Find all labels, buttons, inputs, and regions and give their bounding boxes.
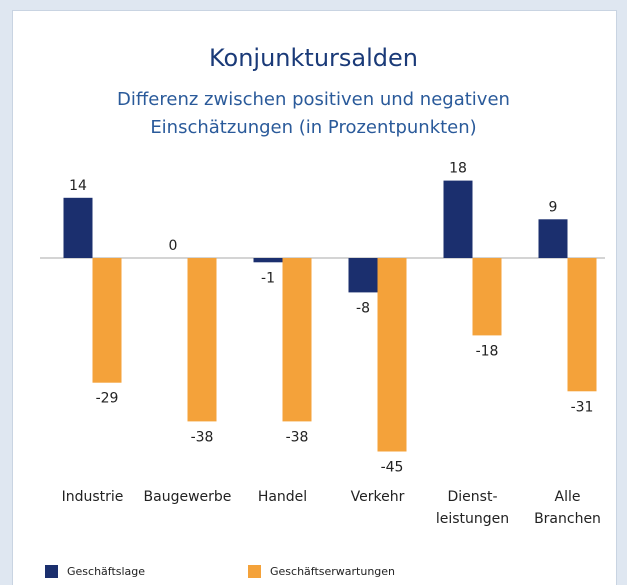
chart-subtitle: Differenz zwischen positiven und negativ…	[117, 89, 510, 138]
value-label: -8	[356, 300, 370, 316]
x-tick-label: Baugewerbe	[143, 489, 232, 505]
bar	[282, 258, 312, 422]
bar	[538, 219, 568, 258]
value-label: 14	[69, 178, 87, 194]
value-label: 0	[169, 238, 178, 254]
bar	[567, 258, 597, 392]
legend-label: Geschäftserwartungen	[270, 565, 395, 578]
bar	[348, 258, 378, 293]
x-tick-label: Handel	[257, 489, 308, 505]
value-label: 9	[549, 199, 558, 215]
value-label: -18	[476, 343, 499, 359]
legend-label: Geschäftslage	[67, 565, 145, 578]
x-tick-label: Alle Branchen	[534, 489, 601, 527]
value-label: -45	[381, 460, 404, 476]
value-label: -38	[286, 429, 309, 445]
value-label: -38	[191, 429, 214, 445]
bar	[443, 180, 473, 258]
value-label: -29	[96, 391, 119, 407]
value-label: -1	[261, 270, 275, 286]
x-tick-label: Dienst- leistungen	[435, 489, 510, 527]
x-tick-label: Industrie	[61, 489, 124, 505]
bar	[92, 258, 122, 383]
bar	[63, 197, 93, 258]
bar	[187, 258, 217, 422]
value-label: -31	[571, 399, 594, 415]
bar	[377, 258, 407, 452]
chart-title: Konjunktursalden	[208, 44, 418, 72]
legend-swatch	[45, 565, 58, 578]
bar	[472, 258, 502, 336]
x-tick-label: Verkehr	[350, 489, 405, 505]
bar	[253, 258, 283, 263]
value-label: 18	[449, 161, 467, 177]
legend-swatch	[248, 565, 261, 578]
